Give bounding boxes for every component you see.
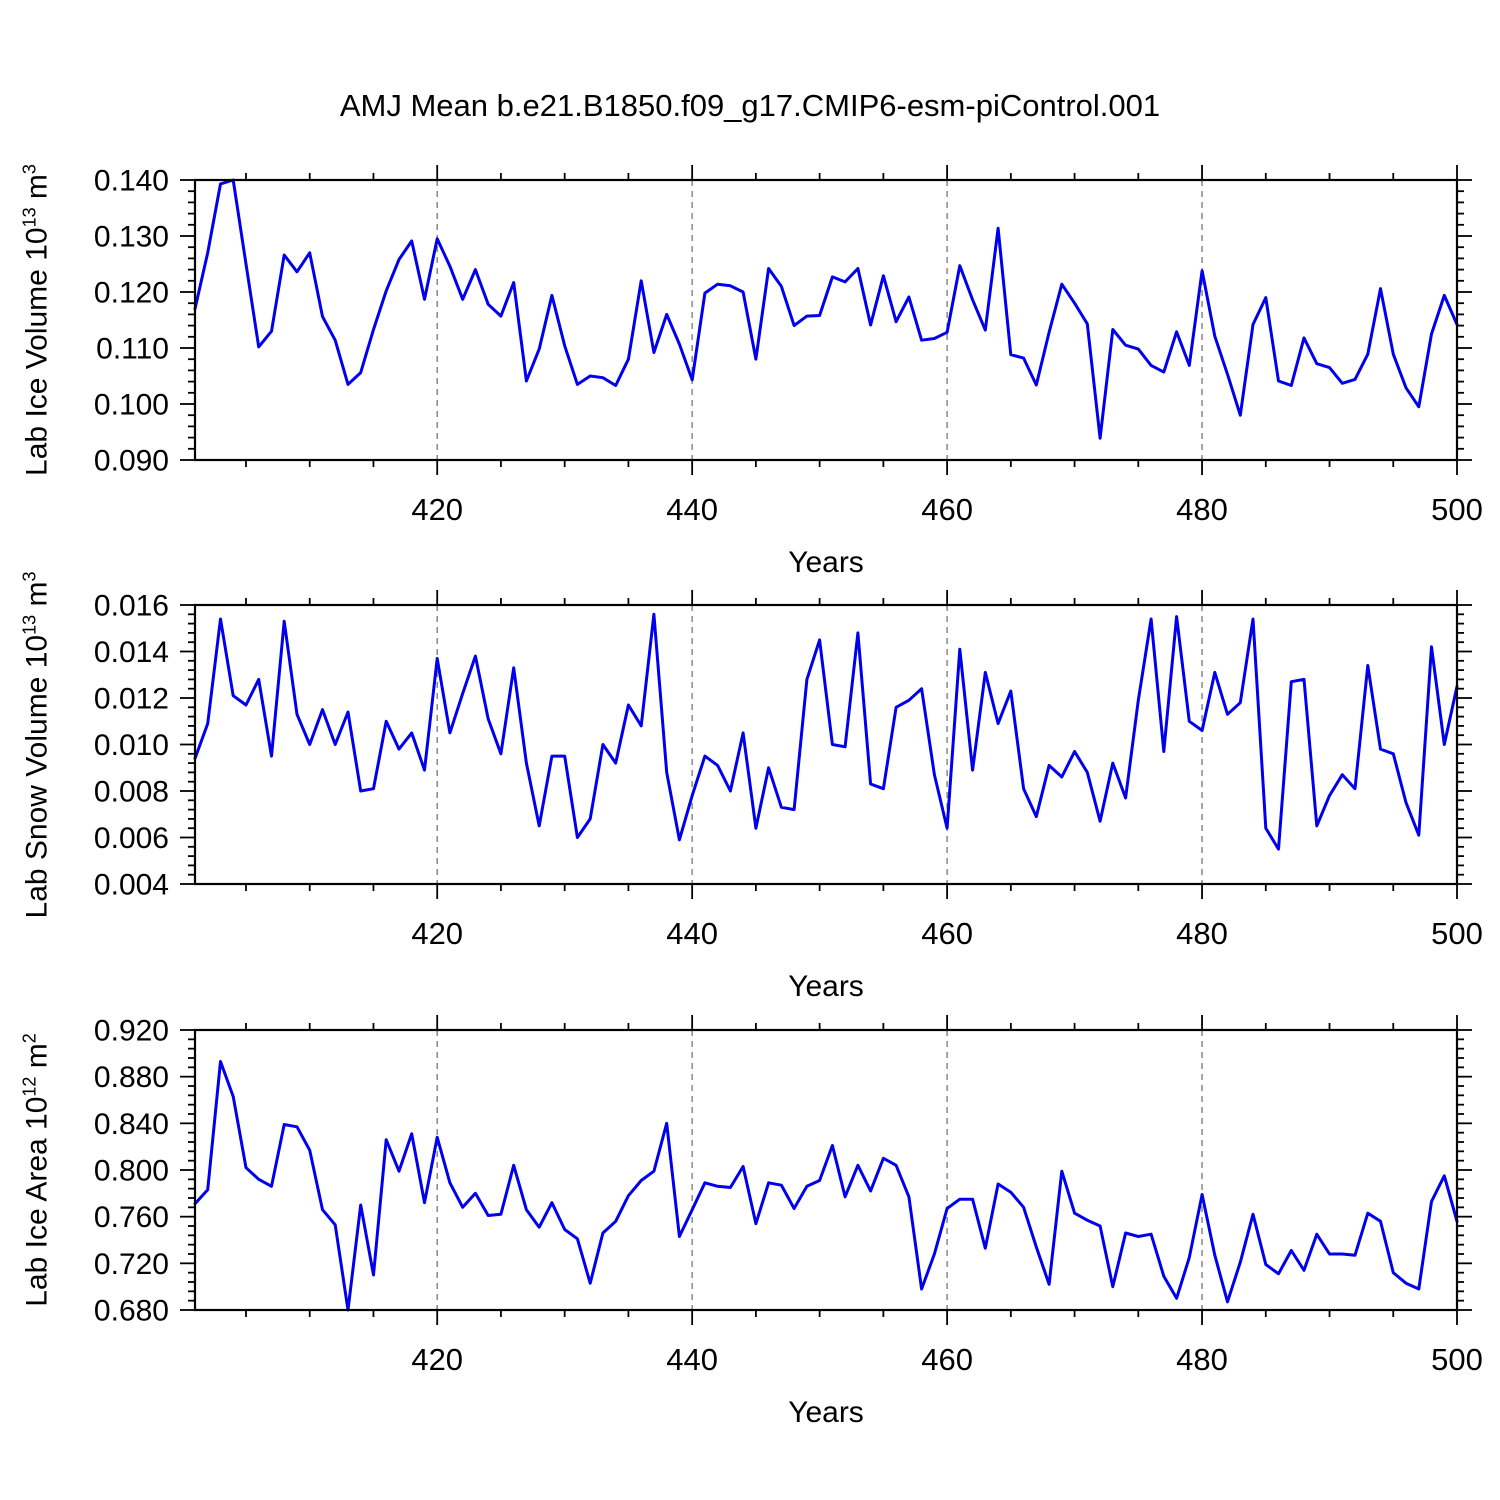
svg-text:420: 420	[411, 492, 463, 527]
svg-text:0.004: 0.004	[94, 869, 169, 902]
axis-ticks	[180, 590, 1472, 899]
series-line-lab-ice-volume	[193, 178, 1459, 440]
series-line-lab-ice-area	[193, 1060, 1459, 1312]
svg-text:0.680: 0.680	[94, 1295, 169, 1328]
plot-lab-ice-area: 0.680 0.720 0.760 0.800 0.840 0.880 0.920 420 44…	[94, 1015, 1483, 1430]
figure-title: AMJ Mean b.e21.B1850.f09_g17.CMIP6-esm-p…	[339, 88, 1161, 123]
axis-ticks	[180, 1015, 1472, 1325]
svg-text:460: 460	[921, 1342, 973, 1377]
x-axis-label: Years	[788, 970, 864, 1003]
gridlines	[436, 1030, 1203, 1310]
svg-text:460: 460	[921, 492, 973, 527]
x-axis-label: Years	[788, 546, 864, 579]
svg-text:480: 480	[1176, 492, 1228, 527]
x-tick-labels: 420 440 460 480 500	[411, 1342, 1483, 1377]
svg-text:0.880: 0.880	[94, 1061, 169, 1094]
svg-text:0.800: 0.800	[94, 1155, 169, 1188]
svg-text:0.760: 0.760	[94, 1201, 169, 1234]
svg-text:0.130: 0.130	[94, 221, 169, 254]
svg-text:0.110: 0.110	[96, 333, 169, 366]
y-tick-labels: 0.680 0.720 0.760 0.800 0.840 0.880 0.920	[94, 1015, 169, 1328]
plot-lab-snow-volume: 0.004 0.006 0.008 0.010 0.012 0.014 0.016 420 44…	[94, 590, 1483, 1004]
svg-text:0.120: 0.120	[94, 277, 169, 310]
svg-text:0.010: 0.010	[94, 729, 169, 762]
svg-text:480: 480	[1176, 916, 1228, 951]
y-tick-labels: 0.004 0.006 0.008 0.010 0.012 0.014 0.016	[94, 590, 169, 902]
x-axis-label: Years	[788, 1396, 864, 1429]
svg-text:0.006: 0.006	[94, 822, 169, 855]
svg-text:460: 460	[921, 916, 973, 951]
axis-ticks	[180, 165, 1472, 475]
plot-frame	[193, 178, 1459, 462]
x-tick-labels: 420 440 460 480 500	[411, 916, 1483, 951]
svg-text:0.008: 0.008	[94, 776, 169, 809]
plot-frame	[193, 603, 1459, 886]
svg-text:440: 440	[666, 492, 718, 527]
svg-text:440: 440	[666, 916, 718, 951]
svg-text:0.090: 0.090	[94, 445, 169, 478]
svg-text:420: 420	[411, 916, 463, 951]
svg-text:0.014: 0.014	[94, 636, 169, 669]
svg-text:0.012: 0.012	[94, 683, 169, 716]
svg-text:0.840: 0.840	[94, 1108, 169, 1141]
svg-text:500: 500	[1431, 916, 1483, 951]
series-line-lab-snow-volume	[193, 612, 1459, 851]
svg-text:0.016: 0.016	[94, 590, 169, 623]
svg-text:480: 480	[1176, 1342, 1228, 1377]
svg-text:500: 500	[1431, 1342, 1483, 1377]
svg-text:500: 500	[1431, 492, 1483, 527]
svg-text:440: 440	[666, 1342, 718, 1377]
svg-text:0.720: 0.720	[94, 1248, 169, 1281]
svg-text:420: 420	[411, 1342, 463, 1377]
svg-text:0.100: 0.100	[94, 389, 169, 422]
gridlines	[436, 180, 1203, 460]
x-tick-labels: 420 440 460 480 500	[411, 492, 1483, 527]
svg-text:0.140: 0.140	[94, 165, 169, 198]
y-tick-labels: 0.090 0.100 0.110 0.120 0.130 0.140	[94, 165, 169, 478]
gridlines	[436, 605, 1203, 884]
svg-text:0.920: 0.920	[94, 1015, 169, 1048]
